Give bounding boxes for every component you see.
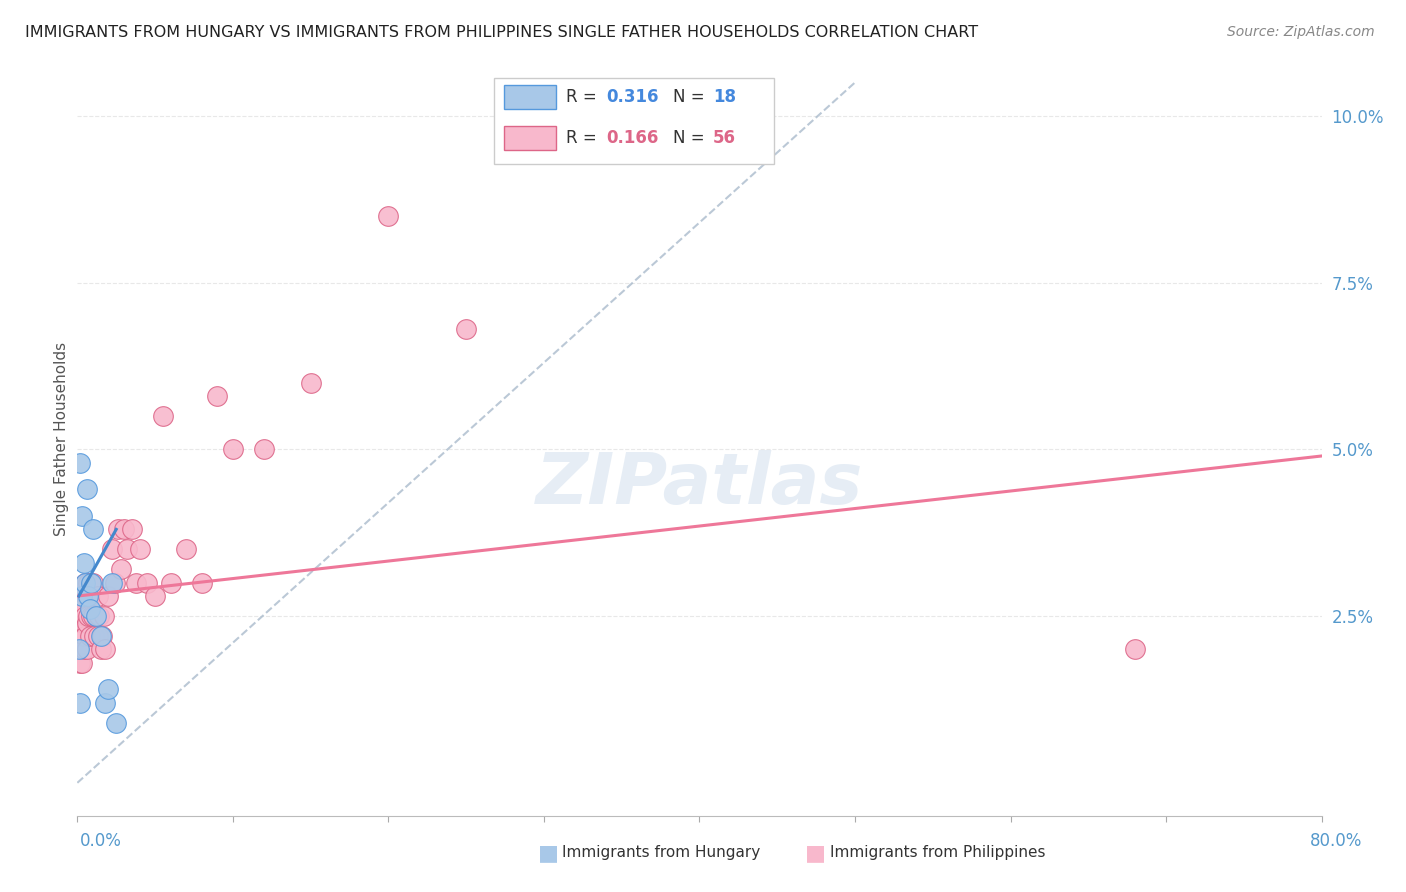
Point — [207, 389, 229, 403]
Point — [80, 609, 103, 624]
Point — [80, 575, 103, 590]
Point — [136, 575, 159, 590]
Text: ZIPatlas: ZIPatlas — [536, 450, 863, 519]
Text: Source: ZipAtlas.com: Source: ZipAtlas.com — [1227, 25, 1375, 39]
Point — [69, 656, 91, 670]
Point — [125, 575, 148, 590]
Point — [299, 376, 322, 390]
Point — [69, 629, 91, 643]
Point — [75, 575, 97, 590]
Point — [69, 589, 91, 603]
Text: 0.166: 0.166 — [606, 128, 658, 147]
Text: 0.316: 0.316 — [606, 88, 658, 106]
Point — [1123, 642, 1146, 657]
Point — [79, 589, 101, 603]
Text: 80.0%: 80.0% — [1309, 831, 1362, 849]
Text: R =: R = — [567, 128, 602, 147]
Point — [77, 575, 100, 590]
Point — [152, 409, 174, 423]
Point — [70, 589, 93, 603]
Point — [253, 442, 276, 457]
Point — [112, 522, 135, 536]
Y-axis label: Single Father Households: Single Father Households — [53, 343, 69, 536]
Point — [107, 522, 129, 536]
Text: N =: N = — [673, 128, 710, 147]
Point — [77, 589, 100, 603]
Point — [72, 642, 94, 657]
Point — [69, 696, 91, 710]
Point — [67, 642, 90, 657]
Point — [84, 609, 107, 624]
Point — [190, 575, 214, 590]
Point — [76, 615, 98, 630]
Text: 56: 56 — [713, 128, 737, 147]
Point — [90, 642, 112, 657]
Point — [80, 575, 103, 590]
Text: 0.0%: 0.0% — [80, 831, 122, 849]
Point — [76, 589, 98, 603]
Point — [97, 589, 120, 603]
Point — [222, 442, 245, 457]
Point — [70, 656, 93, 670]
Point — [91, 629, 114, 643]
Point — [70, 602, 93, 616]
Point — [94, 642, 117, 657]
Point — [121, 522, 143, 536]
Text: ■: ■ — [538, 843, 558, 863]
Point — [100, 542, 122, 557]
Point — [174, 542, 197, 557]
Point — [115, 542, 138, 557]
Point — [79, 602, 101, 616]
Point — [75, 575, 97, 590]
FancyBboxPatch shape — [494, 78, 775, 164]
Point — [377, 209, 399, 223]
Point — [143, 589, 166, 603]
Point — [70, 508, 93, 523]
Point — [67, 629, 90, 643]
Point — [76, 483, 98, 497]
Text: ■: ■ — [806, 843, 825, 863]
Point — [86, 629, 108, 643]
Point — [75, 629, 97, 643]
Point — [82, 575, 104, 590]
FancyBboxPatch shape — [505, 126, 557, 150]
Text: IMMIGRANTS FROM HUNGARY VS IMMIGRANTS FROM PHILIPPINES SINGLE FATHER HOUSEHOLDS : IMMIGRANTS FROM HUNGARY VS IMMIGRANTS FR… — [25, 25, 979, 40]
Point — [84, 609, 107, 624]
Text: 18: 18 — [713, 88, 737, 106]
Point — [159, 575, 181, 590]
Point — [69, 456, 91, 470]
Point — [70, 629, 93, 643]
Text: Immigrants from Philippines: Immigrants from Philippines — [830, 846, 1045, 860]
Point — [94, 696, 117, 710]
Point — [104, 575, 127, 590]
Point — [82, 609, 104, 624]
Point — [456, 322, 478, 336]
Point — [75, 609, 97, 624]
Text: N =: N = — [673, 88, 710, 106]
Point — [83, 629, 105, 643]
Point — [79, 629, 101, 643]
Point — [110, 562, 132, 576]
Point — [93, 609, 115, 624]
Point — [100, 575, 122, 590]
Point — [76, 642, 98, 657]
Point — [72, 556, 94, 570]
Point — [67, 609, 90, 624]
Point — [128, 542, 150, 557]
Point — [72, 615, 94, 630]
Point — [86, 589, 108, 603]
Point — [105, 715, 128, 730]
Point — [82, 522, 104, 536]
Text: R =: R = — [567, 88, 602, 106]
Point — [87, 609, 110, 624]
Text: Immigrants from Hungary: Immigrants from Hungary — [562, 846, 761, 860]
FancyBboxPatch shape — [505, 85, 557, 109]
Point — [97, 682, 120, 697]
Point — [77, 609, 100, 624]
Point — [90, 629, 112, 643]
